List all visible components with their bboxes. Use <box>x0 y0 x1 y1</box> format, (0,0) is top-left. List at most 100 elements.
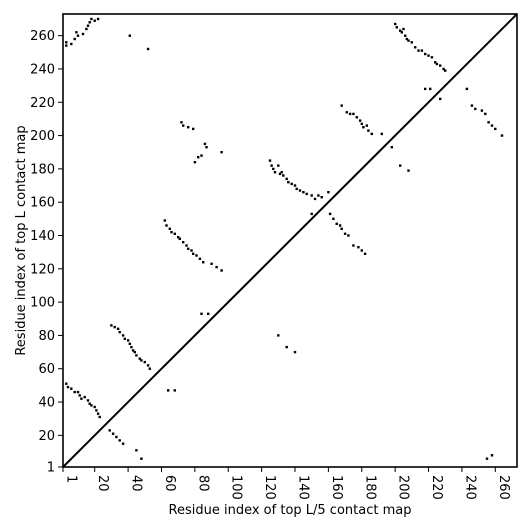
contact-point <box>395 26 398 29</box>
contact-point <box>81 32 85 36</box>
contact-point <box>66 385 70 389</box>
contact-point <box>305 192 308 196</box>
diagonal-line <box>62 13 518 468</box>
contact-point <box>285 345 288 349</box>
contact-point <box>490 124 494 127</box>
contact-point <box>410 41 413 44</box>
x-axis: 1 20 40 60 80 100 120 140 160 180 200 220 240 260 <box>62 467 511 500</box>
contact-point <box>485 457 489 460</box>
contact-point <box>347 234 350 237</box>
contact-point <box>65 382 68 385</box>
contact-point <box>170 231 173 234</box>
contact-point <box>146 47 150 51</box>
contact-point <box>90 404 93 407</box>
contact-point <box>65 44 68 47</box>
contact-point <box>190 249 193 252</box>
contact-point <box>113 325 116 329</box>
contact-point <box>280 171 283 174</box>
contact-point <box>285 177 288 181</box>
contact-point <box>108 429 111 432</box>
contact-point <box>86 399 90 402</box>
contact-point <box>70 42 73 46</box>
contact-point <box>178 237 181 240</box>
contact-point <box>138 357 141 360</box>
contact-point <box>435 62 439 66</box>
contact-point <box>182 241 185 244</box>
contact-point <box>73 390 76 394</box>
plot-frame <box>62 13 518 468</box>
y-tick-label: 20 <box>38 429 55 444</box>
contact-point <box>198 257 202 260</box>
x-tick-label: 20 <box>95 475 110 492</box>
contact-point <box>135 354 138 357</box>
y-tick-label: 260 <box>30 29 55 44</box>
contact-point <box>76 390 80 394</box>
x-tick-label: 80 <box>195 475 210 492</box>
x-tick-label: 1 <box>64 475 79 483</box>
contact-point <box>332 217 335 220</box>
contact-point <box>427 54 430 57</box>
contact-point <box>302 191 305 194</box>
contact-point <box>185 244 188 247</box>
contact-point <box>404 34 407 37</box>
contact-point <box>192 252 195 255</box>
contact-point <box>430 56 434 59</box>
contact-point <box>402 27 405 31</box>
contact-point <box>128 34 131 37</box>
contact-point <box>394 22 397 26</box>
contact-point <box>177 236 180 239</box>
x-tick-label: 220 <box>429 475 444 500</box>
contact-point <box>95 409 98 412</box>
contact-point <box>202 261 205 264</box>
contact-point <box>98 415 101 419</box>
contact-point <box>277 334 280 337</box>
contact-point <box>200 312 203 315</box>
contact-points <box>65 17 504 460</box>
contact-point <box>110 324 113 327</box>
x-tick-label: 100 <box>229 475 244 500</box>
contact-point <box>75 31 78 34</box>
contact-point <box>474 107 477 111</box>
contact-point <box>148 367 151 370</box>
contact-point <box>193 161 197 164</box>
contact-point <box>70 387 73 390</box>
contact-point <box>293 350 297 354</box>
contact-point <box>429 87 432 91</box>
contact-point <box>298 189 302 192</box>
contact-point <box>500 134 504 137</box>
contact-point <box>111 432 115 435</box>
x-tick-label: 240 <box>462 475 477 500</box>
contact-point <box>146 364 150 367</box>
contact-point <box>143 360 146 364</box>
contact-point <box>407 39 410 42</box>
contact-point <box>363 252 367 255</box>
contact-point <box>287 181 290 184</box>
contact-point <box>93 405 96 409</box>
contact-point <box>96 412 100 415</box>
contact-point <box>173 232 176 235</box>
contact-point <box>340 227 343 230</box>
contact-point <box>380 132 383 136</box>
contact-point <box>115 435 118 439</box>
contact-point <box>168 227 171 230</box>
contact-point <box>121 442 125 445</box>
contact-point <box>407 169 410 172</box>
contact-point <box>400 31 403 34</box>
contact-point <box>352 112 355 116</box>
contact-point <box>135 449 138 452</box>
x-tick-label: 160 <box>329 475 344 500</box>
contact-point <box>80 397 83 400</box>
contact-point <box>367 129 370 132</box>
contact-point <box>390 146 393 149</box>
contact-point <box>200 154 203 157</box>
y-tick-label: 240 <box>30 62 55 77</box>
contact-point <box>205 146 208 149</box>
contact-point <box>480 109 484 112</box>
contact-point <box>126 339 130 342</box>
contact-point <box>220 269 223 272</box>
contact-point <box>207 312 210 315</box>
contact-point <box>272 167 275 171</box>
y-tick-label: 160 <box>30 196 55 211</box>
contact-point <box>215 265 218 269</box>
